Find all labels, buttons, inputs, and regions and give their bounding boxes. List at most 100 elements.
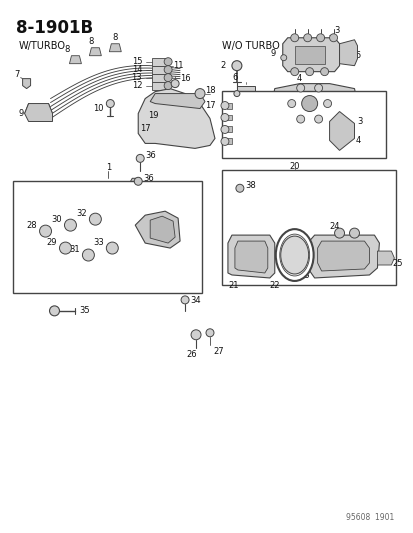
Polygon shape bbox=[271, 84, 357, 124]
Polygon shape bbox=[226, 102, 231, 109]
Polygon shape bbox=[150, 216, 175, 243]
Circle shape bbox=[190, 330, 201, 340]
Circle shape bbox=[106, 242, 118, 254]
Polygon shape bbox=[24, 103, 52, 122]
Text: 23: 23 bbox=[299, 271, 310, 280]
Text: 31: 31 bbox=[69, 245, 80, 254]
Text: 15: 15 bbox=[131, 57, 142, 66]
Circle shape bbox=[89, 213, 101, 225]
Circle shape bbox=[221, 114, 228, 122]
Circle shape bbox=[59, 242, 71, 254]
Circle shape bbox=[320, 68, 328, 76]
Polygon shape bbox=[377, 251, 394, 265]
Circle shape bbox=[314, 84, 322, 92]
Text: 9: 9 bbox=[19, 109, 24, 118]
Circle shape bbox=[164, 66, 172, 74]
Text: 35: 35 bbox=[79, 306, 90, 316]
Text: 2: 2 bbox=[220, 61, 225, 70]
Polygon shape bbox=[284, 94, 329, 114]
Circle shape bbox=[296, 84, 304, 92]
Text: 6: 6 bbox=[232, 72, 237, 82]
Text: 4: 4 bbox=[297, 74, 301, 83]
Text: 28: 28 bbox=[26, 221, 37, 230]
Text: 7: 7 bbox=[14, 70, 20, 79]
Circle shape bbox=[287, 100, 295, 108]
Polygon shape bbox=[226, 115, 231, 120]
Text: 19: 19 bbox=[148, 111, 158, 120]
Circle shape bbox=[180, 296, 189, 304]
Polygon shape bbox=[152, 74, 168, 82]
Circle shape bbox=[301, 95, 317, 111]
Text: 1: 1 bbox=[280, 113, 286, 122]
Circle shape bbox=[164, 82, 172, 90]
Ellipse shape bbox=[280, 236, 308, 274]
Polygon shape bbox=[89, 48, 101, 56]
Polygon shape bbox=[152, 82, 168, 90]
Circle shape bbox=[231, 61, 241, 71]
Text: 5: 5 bbox=[355, 51, 360, 60]
Text: 25: 25 bbox=[392, 259, 402, 268]
Text: 8: 8 bbox=[64, 45, 70, 54]
Circle shape bbox=[349, 228, 358, 238]
Circle shape bbox=[136, 155, 144, 163]
Text: 27: 27 bbox=[212, 347, 223, 356]
Text: 22: 22 bbox=[269, 281, 280, 290]
Circle shape bbox=[305, 68, 313, 76]
Bar bbox=[221, 91, 385, 158]
Circle shape bbox=[164, 58, 172, 66]
Polygon shape bbox=[138, 88, 214, 148]
Circle shape bbox=[164, 74, 172, 82]
Polygon shape bbox=[317, 241, 368, 271]
Text: W/O TURBO: W/O TURBO bbox=[221, 41, 279, 51]
Circle shape bbox=[323, 100, 331, 108]
Text: 18: 18 bbox=[204, 86, 215, 95]
Circle shape bbox=[134, 177, 142, 185]
Circle shape bbox=[334, 228, 344, 238]
Circle shape bbox=[329, 34, 337, 42]
Circle shape bbox=[106, 100, 114, 108]
Text: 26: 26 bbox=[186, 350, 197, 359]
Polygon shape bbox=[228, 235, 274, 278]
Circle shape bbox=[82, 249, 94, 261]
Text: 14: 14 bbox=[131, 65, 142, 74]
Circle shape bbox=[235, 184, 243, 192]
Polygon shape bbox=[226, 139, 231, 144]
Text: 32: 32 bbox=[76, 209, 87, 217]
Polygon shape bbox=[152, 66, 168, 74]
Text: 9: 9 bbox=[270, 49, 275, 58]
Text: 17: 17 bbox=[204, 101, 215, 110]
Ellipse shape bbox=[275, 229, 313, 281]
Circle shape bbox=[316, 34, 324, 42]
Circle shape bbox=[303, 34, 311, 42]
Circle shape bbox=[206, 329, 214, 337]
Polygon shape bbox=[69, 56, 81, 63]
Circle shape bbox=[233, 91, 239, 96]
Text: 4: 4 bbox=[355, 136, 360, 145]
Circle shape bbox=[221, 125, 228, 133]
Text: 36: 36 bbox=[143, 174, 154, 183]
Bar bbox=[221, 171, 395, 285]
Polygon shape bbox=[329, 111, 354, 150]
Circle shape bbox=[40, 225, 51, 237]
Polygon shape bbox=[109, 44, 121, 52]
Text: 11: 11 bbox=[173, 61, 183, 70]
Circle shape bbox=[290, 68, 298, 76]
Circle shape bbox=[296, 115, 304, 123]
Text: 21: 21 bbox=[228, 281, 238, 290]
Text: 95608  1901: 95608 1901 bbox=[345, 513, 394, 522]
Polygon shape bbox=[150, 94, 204, 109]
Circle shape bbox=[221, 102, 228, 109]
Text: 33: 33 bbox=[93, 238, 104, 247]
Text: 24: 24 bbox=[329, 222, 339, 231]
Circle shape bbox=[221, 138, 228, 146]
Polygon shape bbox=[135, 211, 180, 248]
Text: 36: 36 bbox=[145, 151, 156, 160]
Text: 20: 20 bbox=[289, 162, 299, 171]
Text: 13: 13 bbox=[131, 73, 142, 82]
Circle shape bbox=[290, 34, 298, 42]
Polygon shape bbox=[294, 46, 324, 63]
Circle shape bbox=[195, 88, 204, 99]
Polygon shape bbox=[234, 241, 267, 273]
Polygon shape bbox=[152, 58, 168, 66]
Circle shape bbox=[314, 115, 322, 123]
